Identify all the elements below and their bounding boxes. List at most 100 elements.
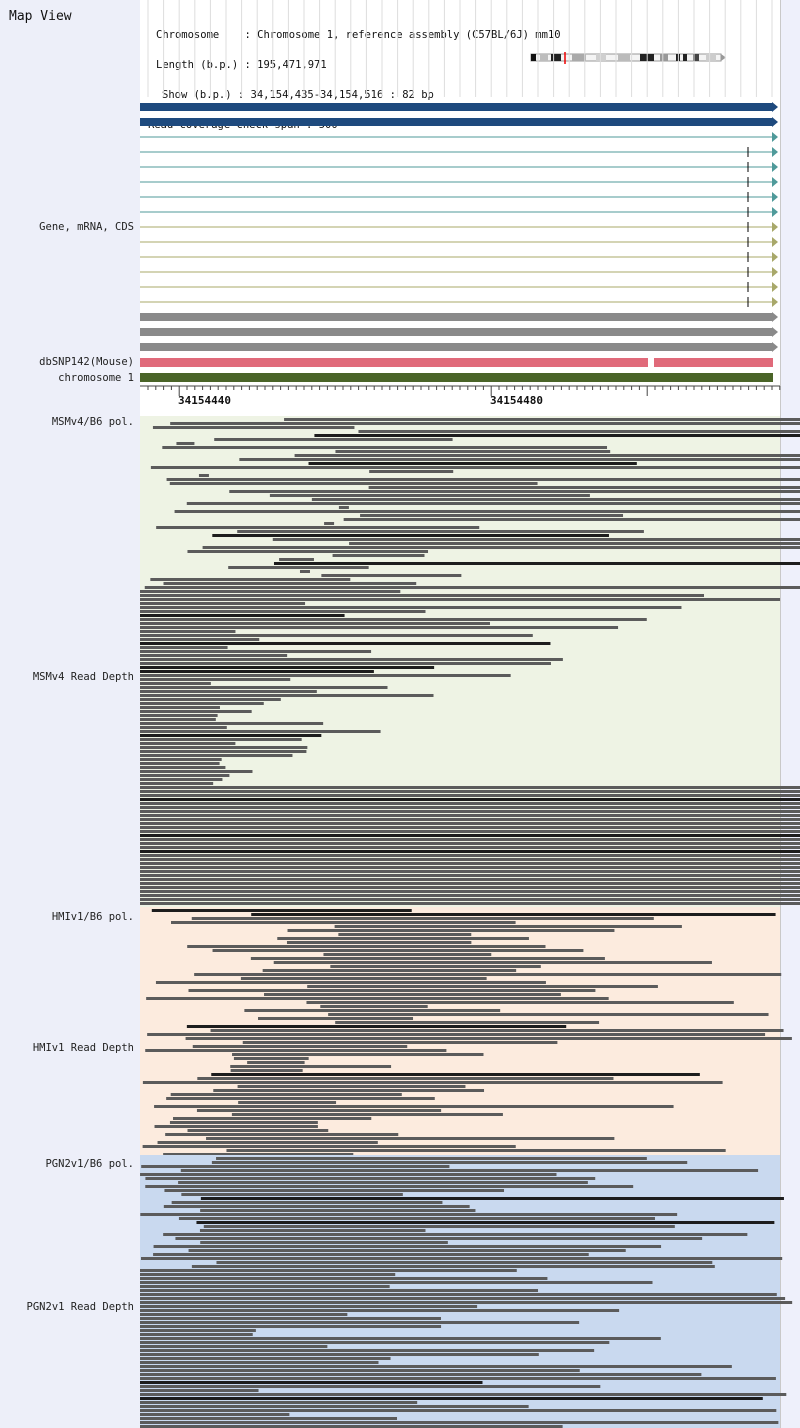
read-bar [140, 626, 619, 629]
read-bar [140, 642, 551, 645]
read-bar [140, 1345, 328, 1348]
read-bar [140, 898, 800, 901]
read-bar [231, 1113, 503, 1116]
read-bar [150, 578, 351, 581]
ideogram-band [693, 54, 699, 61]
read-bar [140, 902, 800, 905]
read-bar [140, 594, 705, 597]
read-bar [176, 442, 195, 445]
read-bar [178, 1217, 655, 1220]
read-bar [140, 758, 222, 761]
read-bar [140, 766, 226, 769]
read-bar [163, 1233, 748, 1236]
track-label-hmi-pol[interactable]: HMIv1/B6 pol. [51, 911, 134, 923]
read-bar [228, 566, 369, 569]
read-bar [154, 1105, 674, 1108]
read-bar [328, 1013, 769, 1016]
read-bar [140, 890, 800, 893]
track-label-gene[interactable]: Gene, mRNA, CDS [39, 221, 134, 233]
read-bar [140, 754, 293, 757]
track-label-hmi-depth[interactable]: HMIv1 Read Depth [32, 1042, 134, 1054]
read-bar [140, 1317, 441, 1320]
read-bar [140, 1377, 776, 1380]
read-bar [140, 818, 800, 821]
read-bar [264, 993, 561, 996]
read-bar [369, 470, 454, 473]
read-bar [140, 1381, 483, 1384]
read-bar [239, 458, 800, 461]
read-bar [140, 1389, 259, 1392]
read-bar [145, 1049, 447, 1052]
read-bar [163, 582, 417, 585]
read-bar [140, 882, 800, 885]
read-bar [151, 909, 412, 912]
read-bar [140, 1329, 256, 1332]
track-background [140, 416, 780, 907]
track-label-chromosome[interactable]: chromosome 1 [58, 372, 134, 384]
read-bar [169, 1121, 318, 1124]
read-bar [140, 678, 291, 681]
read-bar [154, 1125, 318, 1128]
read-bar [140, 722, 324, 725]
hmi-read-track [140, 907, 792, 1156]
ideogram-band [683, 54, 687, 61]
length-label: Length (b.p.) [156, 59, 239, 71]
read-bar [262, 969, 517, 972]
read-bar [140, 1413, 290, 1416]
read-bar [140, 654, 288, 657]
read-bar [140, 622, 490, 625]
read-bar [272, 538, 800, 541]
read-bar [332, 554, 425, 557]
read-bar [192, 1045, 408, 1048]
chromosome-ideogram[interactable] [528, 52, 728, 64]
read-bar [140, 1257, 783, 1260]
read-bar [338, 933, 472, 936]
read-bar [232, 1053, 484, 1056]
read-bar [140, 1369, 580, 1372]
read-bar [140, 1173, 557, 1176]
read-bar [140, 1333, 253, 1336]
read-bar [273, 562, 800, 565]
read-bar [188, 1249, 626, 1252]
read-bar [140, 878, 800, 881]
read-bar [335, 450, 611, 453]
read-bar [294, 454, 800, 457]
read-bar [308, 462, 637, 465]
read-bar [210, 1029, 784, 1032]
read-bar [140, 1337, 661, 1340]
read-bar [212, 534, 609, 537]
track-label-pgn-pol[interactable]: PGN2v1/B6 pol. [45, 1158, 134, 1170]
read-bar [233, 1057, 309, 1060]
read-bar [203, 1225, 675, 1228]
track-label-snp[interactable]: dbSNP142(Mouse) [39, 356, 134, 368]
read-bar [324, 522, 335, 525]
read-bar [229, 490, 800, 493]
read-bar [338, 506, 349, 509]
read-bar [140, 1269, 517, 1272]
read-bar [178, 1181, 588, 1184]
read-bar [226, 1149, 726, 1152]
read-bar [173, 1117, 372, 1120]
read-bar [197, 1077, 614, 1080]
read-bar [140, 1361, 379, 1364]
read-bar [162, 446, 608, 449]
map-title: Map View [9, 9, 72, 24]
track-label-msm-pol[interactable]: MSMv4/B6 pol. [51, 416, 134, 428]
read-bar [153, 1253, 589, 1256]
track-label-msm-depth[interactable]: MSMv4 Read Depth [32, 671, 134, 683]
read-bar [216, 1157, 647, 1160]
read-bar [140, 750, 307, 753]
read-bar [146, 997, 609, 1000]
read-bar [140, 794, 800, 797]
read-bar [140, 1365, 732, 1368]
read-bar [140, 670, 374, 673]
read-bar [140, 1417, 398, 1420]
read-bar [140, 782, 214, 785]
show-label: Show (b.p.) [162, 89, 232, 101]
track-label-pgn-depth[interactable]: PGN2v1 Read Depth [26, 1301, 134, 1313]
read-bar [251, 913, 776, 916]
read-bar [141, 1165, 450, 1168]
read-bar [140, 662, 551, 665]
read-bar [144, 586, 800, 589]
read-bar [299, 570, 310, 573]
